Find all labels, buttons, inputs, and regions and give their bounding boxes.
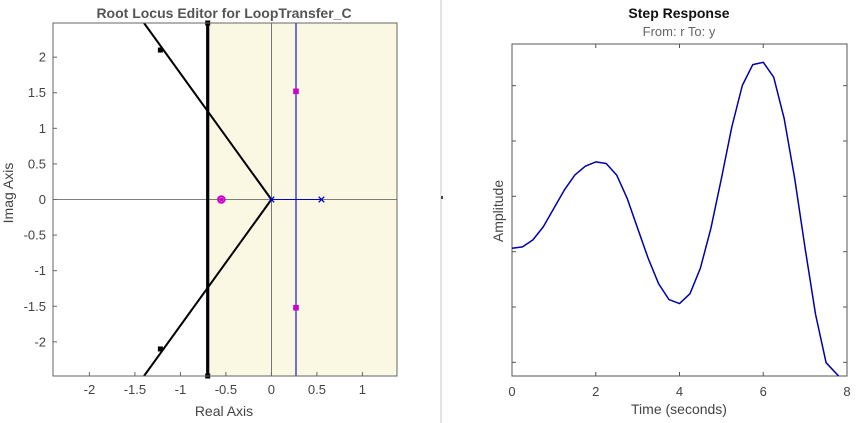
closed-loop-pole-marker[interactable]	[217, 195, 226, 204]
root-locus-y-label: Imag Axis	[0, 163, 16, 224]
step-response-y-label: Amplitude	[490, 180, 506, 242]
x-tick-label: -1.5	[124, 382, 146, 397]
root-locus-title: Root Locus Editor for LoopTransfer_C	[96, 5, 351, 21]
x-tick-label: 4	[676, 384, 683, 399]
y-tick-label: -1.5	[24, 299, 46, 314]
y-tick-label: 0.5	[28, 156, 46, 171]
root-locus-plot[interactable]: -2 -1.5 -1 -0.5 0 0.5 1 21.510.50-0.5-1-1.5-2 …	[0, 5, 398, 419]
y-tick-label: -2	[34, 334, 46, 349]
x-tick-label: 0	[508, 384, 515, 399]
step-response-plot[interactable]: 0 2 4 6 8 Step Response From: r To: y Time (…	[490, 5, 851, 417]
open-loop-poles[interactable]	[268, 196, 325, 203]
y-tick-label: 1	[39, 121, 46, 136]
y-tick-label: 1.5	[28, 85, 46, 100]
step-response-curve[interactable]	[511, 61, 840, 377]
open-loop-pole-marker[interactable]	[318, 196, 325, 203]
closed-loop-poles[interactable]	[217, 88, 299, 311]
x-tick-label: 2	[592, 384, 599, 399]
x-tick-label: 1	[359, 382, 366, 397]
y-tick-label: -0.5	[24, 228, 46, 243]
x-tick-label: -1	[175, 382, 187, 397]
pane-divider-grip[interactable]	[441, 196, 443, 199]
locus-branches	[53, 22, 397, 377]
root-locus-y-ticks: 2 1.5 1 0.5 0 -0.5 -1 -1.5 -2	[24, 50, 57, 349]
step-response-x-label: Time (seconds)	[631, 401, 727, 417]
y-tick-label: 0	[39, 192, 46, 207]
x-tick-label: -0.5	[215, 382, 237, 397]
open-loop-pole-marker[interactable]	[268, 196, 275, 203]
step-response-subtitle: From: r To: y	[643, 24, 716, 39]
step-response-x-ticks: 0 2 4 6 8	[508, 44, 851, 399]
root-locus-x-label: Real Axis	[195, 403, 253, 419]
x-tick-label: 8	[843, 384, 850, 399]
step-response-title: Step Response	[628, 5, 729, 21]
step-response-axes-frame	[511, 43, 848, 377]
y-tick-label: -1	[34, 263, 46, 278]
x-tick-label: -2	[84, 382, 96, 397]
x-tick-label: 0.5	[308, 382, 326, 397]
y-tick-label: 2	[39, 50, 46, 65]
branch-marker	[157, 47, 163, 53]
x-tick-label: 0	[268, 382, 275, 397]
closed-loop-pole-marker[interactable]	[293, 304, 299, 311]
root-locus-x-ticks: -2 -1.5 -1 -0.5 0 0.5 1	[84, 372, 366, 397]
closed-loop-pole-marker[interactable]	[293, 88, 299, 95]
branch-marker	[157, 346, 163, 352]
x-tick-label: 6	[760, 384, 767, 399]
step-response-y-ticks	[512, 85, 847, 363]
